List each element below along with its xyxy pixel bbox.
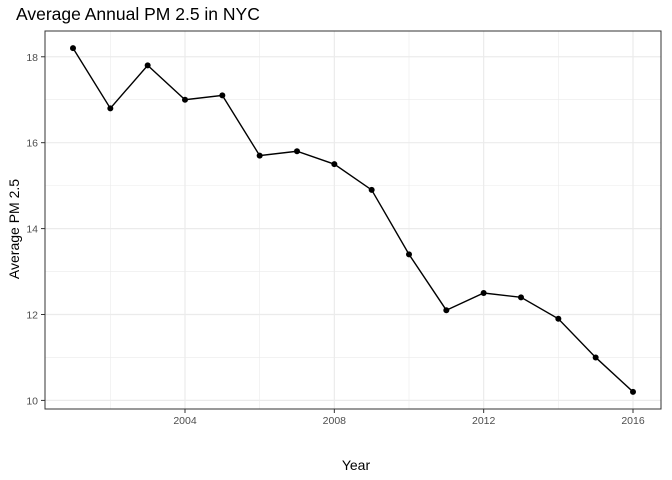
y-tick-label: 18 (26, 52, 38, 64)
gridlines (45, 31, 661, 409)
data-point (630, 388, 636, 395)
chart-title: Average Annual PM 2.5 in NYC (16, 4, 260, 24)
y-tick-label: 16 (26, 138, 38, 150)
data-point (406, 251, 412, 258)
data-point (182, 96, 188, 103)
series-line (72, 47, 634, 393)
x-tick-label: 2004 (173, 415, 197, 427)
data-point (219, 92, 226, 99)
data-point (331, 161, 338, 168)
x-axis-label: Year (342, 457, 371, 473)
data-point (107, 105, 114, 112)
data-point (480, 290, 487, 297)
data-point (368, 186, 375, 193)
data-point (555, 315, 562, 322)
series-group (70, 45, 636, 395)
data-point (592, 354, 599, 361)
x-tick-label: 2008 (323, 415, 347, 427)
data-point (443, 307, 450, 314)
data-point (256, 152, 263, 159)
y-tick-label: 10 (26, 395, 38, 407)
x-tick-label: 2016 (621, 415, 645, 427)
data-point (294, 148, 300, 155)
axes: 2004 2008 2012 2016 10 12 14 16 18 (26, 30, 662, 427)
x-tick-label: 2012 (472, 415, 496, 427)
y-axis-label: Average PM 2.5 (6, 179, 22, 279)
data-point (144, 62, 151, 69)
data-point (70, 45, 76, 52)
data-point (518, 294, 524, 301)
y-tick-label: 14 (26, 224, 38, 236)
y-tick-label: 12 (26, 310, 38, 322)
plot-panel (45, 31, 661, 409)
panel-border (44, 30, 662, 410)
